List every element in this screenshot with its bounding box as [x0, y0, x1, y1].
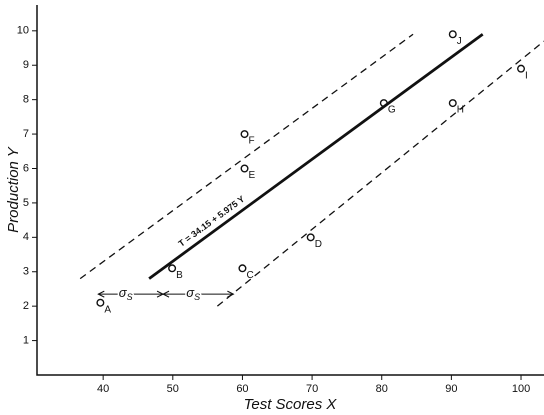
point-label: D: [315, 239, 322, 250]
point: [240, 164, 249, 173]
point: [517, 64, 526, 73]
point: [306, 233, 315, 242]
y-axis-label: Production Y: [5, 146, 22, 233]
point-label: J: [457, 36, 462, 47]
arrow-head: [161, 290, 235, 298]
point-label: E: [249, 170, 256, 181]
axes: [36, 5, 544, 376]
sigma-sub: S: [127, 292, 133, 302]
y-tick-label: 1: [23, 334, 29, 346]
point-label: B: [176, 270, 183, 281]
point-label: C: [246, 270, 253, 281]
sigma-label: σS: [119, 286, 133, 303]
point-label: I: [525, 70, 528, 81]
x-tick-label: 90: [445, 383, 457, 395]
y-tick-label: 4: [23, 231, 29, 243]
point: [448, 99, 457, 108]
regression-line: [148, 33, 484, 280]
point-label: H: [457, 105, 464, 116]
dashed-line: [216, 40, 544, 307]
point-label: G: [388, 105, 396, 116]
point: [448, 30, 457, 39]
sigma-symbol: σ: [186, 286, 195, 301]
y-tick-label: 3: [23, 266, 29, 278]
x-axis-label: Test Scores X: [244, 396, 338, 413]
point: [379, 99, 388, 108]
y-tick-label: 5: [23, 197, 29, 209]
x-tick-label: 100: [512, 383, 530, 395]
x-tick-label: 70: [306, 383, 318, 395]
y-tick-label: 7: [23, 128, 29, 140]
y-tick-label: 6: [23, 162, 29, 174]
sigma-symbol: σ: [119, 286, 128, 301]
x-tick-label: 60: [236, 383, 248, 395]
y-tick-label: 9: [23, 59, 29, 71]
x-tick-label: 50: [167, 383, 179, 395]
point: [238, 264, 247, 273]
y-tick-label: 10: [17, 25, 29, 37]
point: [96, 298, 105, 307]
x-tick-label: 40: [97, 383, 109, 395]
sigma-label: σS: [186, 286, 200, 303]
x-tick-label: 80: [376, 383, 388, 395]
point-label: F: [249, 136, 255, 147]
point: [168, 264, 177, 273]
point: [240, 130, 249, 139]
dashed-line: [79, 33, 414, 280]
point-label: A: [104, 304, 111, 315]
y-tick-label: 8: [23, 94, 29, 106]
sigma-sub: S: [194, 292, 200, 302]
y-tick-label: 2: [23, 300, 29, 312]
equation: T = 34.15 + 5.975 Y: [176, 194, 246, 249]
